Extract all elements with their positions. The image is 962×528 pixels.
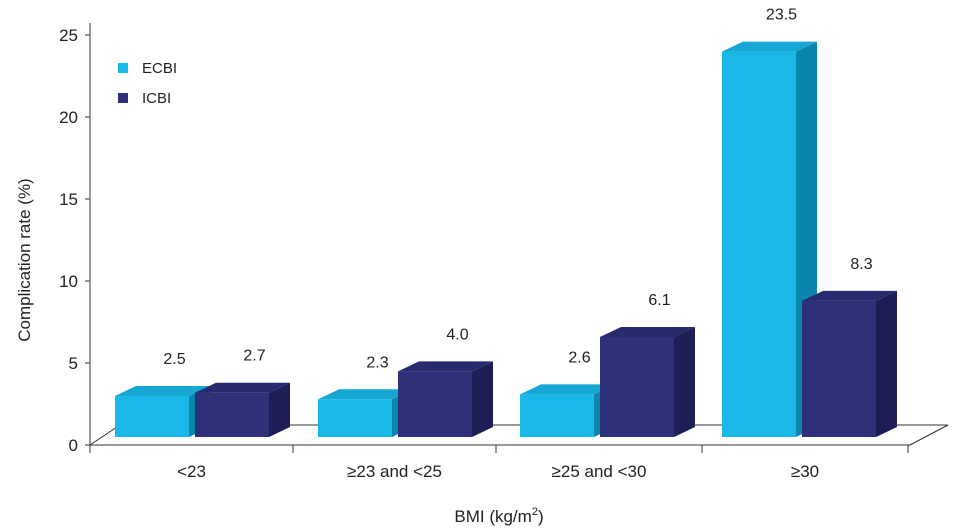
bar-front bbox=[520, 394, 594, 437]
bar-ecbi-3 bbox=[722, 41, 817, 437]
data-label: 8.3 bbox=[850, 256, 872, 273]
bar-front bbox=[398, 371, 472, 437]
bar-top bbox=[195, 382, 290, 393]
y-tick-label: 5 bbox=[69, 354, 78, 373]
data-label: 23.5 bbox=[766, 7, 797, 24]
bar-top bbox=[520, 384, 615, 395]
x-axis-title-main: BMI (kg/m bbox=[454, 507, 531, 526]
bar-top bbox=[802, 290, 897, 301]
x-axis-title-superscript: 2 bbox=[532, 506, 538, 518]
data-label: 2.6 bbox=[568, 349, 590, 366]
bar-front bbox=[722, 51, 796, 437]
x-tick-label: ≥23 and <25 bbox=[347, 462, 442, 481]
data-label: 2.7 bbox=[243, 348, 265, 365]
y-axis-title: Complication rate (%) bbox=[15, 178, 34, 341]
legend-label-ecbi: ECBI bbox=[142, 60, 177, 77]
x-axis-title-end: ) bbox=[538, 507, 544, 526]
bar-front bbox=[115, 396, 189, 437]
labels: <23 ≥23 and <25 ≥25 and <30 ≥30 2.5 2.7 2.3 4.0… bbox=[163, 7, 872, 481]
bar-side bbox=[674, 326, 695, 437]
bar-front bbox=[600, 336, 674, 437]
bar-icbi-2 bbox=[600, 326, 695, 437]
bar-top bbox=[722, 41, 817, 52]
data-label: 6.1 bbox=[648, 292, 670, 309]
bar-side bbox=[876, 290, 897, 437]
data-label: 2.3 bbox=[366, 354, 388, 371]
bar-icbi-0 bbox=[195, 382, 290, 437]
bar-top bbox=[115, 386, 210, 396]
y-tick-label: 25 bbox=[59, 26, 78, 45]
y-tick-label: 20 bbox=[59, 108, 78, 127]
bar-icbi-1 bbox=[398, 361, 493, 437]
bar-icbi-3 bbox=[802, 290, 897, 437]
bar-side bbox=[269, 382, 290, 437]
bar-front bbox=[318, 399, 392, 437]
x-tick-label: ≥30 bbox=[791, 462, 819, 481]
x-axis-title: BMI (kg/m2) bbox=[454, 506, 543, 526]
bar-side bbox=[472, 361, 493, 437]
bar-front bbox=[802, 300, 876, 437]
legend-swatch-ecbi bbox=[118, 63, 128, 73]
bars bbox=[115, 41, 897, 437]
legend-label-icbi: ICBI bbox=[142, 90, 171, 107]
y-tick-label: 15 bbox=[59, 190, 78, 209]
x-tick-label: ≥25 and <30 bbox=[552, 462, 647, 481]
data-label: 4.0 bbox=[446, 326, 468, 343]
data-label: 2.5 bbox=[163, 351, 185, 368]
bar-top bbox=[398, 361, 493, 372]
bar-front bbox=[195, 392, 269, 437]
y-tick-label: 0 bbox=[69, 436, 78, 455]
bar-top bbox=[318, 389, 413, 400]
legend: ECBI ICBI bbox=[118, 60, 177, 107]
x-tick-label: <23 bbox=[177, 462, 206, 481]
y-tick-label: 10 bbox=[59, 272, 78, 291]
legend-swatch-icbi bbox=[118, 93, 128, 103]
bar-top bbox=[600, 326, 695, 337]
